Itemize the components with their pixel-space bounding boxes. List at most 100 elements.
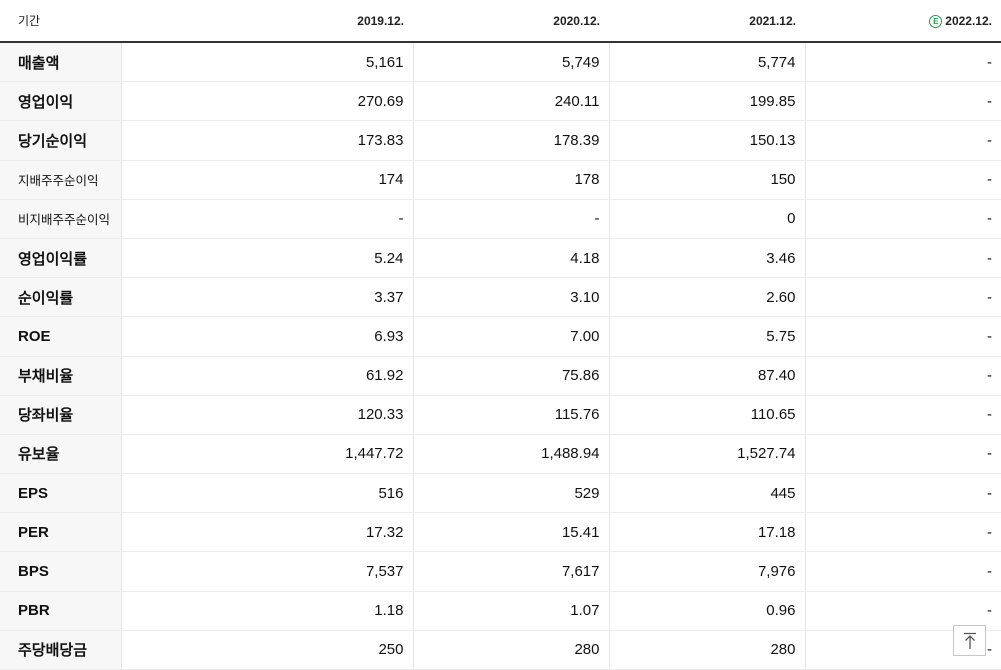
table-cell: - [804,160,1001,200]
table-cell: 75.86 [412,355,609,396]
table-cell: 0 [608,199,805,239]
table-cell: 110.65 [608,395,805,435]
table-cell: 3.10 [412,277,609,318]
table-cell: 4.18 [412,237,609,279]
table-cell: 280 [608,629,805,670]
table-cell: 3.37 [120,277,413,318]
table-cell: - [804,512,1001,553]
table-row-per: PER 17.32 15.41 17.18 - [0,512,1001,553]
row-label: 유보율 [0,434,121,475]
table-cell: 150 [608,160,805,200]
table-cell: 1.18 [120,591,413,631]
table-cell: - [804,395,1001,435]
table-cell: 445 [608,473,805,514]
table-cell: - [804,355,1001,396]
scroll-to-top-button[interactable] [953,625,986,656]
row-label: EPS [0,473,121,514]
table-cell: 1,488.94 [412,434,609,475]
table-cell: 1,527.74 [608,434,805,475]
table-row-pbr: PBR 1.18 1.07 0.96 - [0,591,1001,631]
table-cell: 240.11 [412,81,609,122]
table-row-revenue: 매출액 5,161 5,749 5,774 - [0,42,1001,83]
table-cell: 3.46 [608,237,805,279]
table-cell: - [804,434,1001,475]
table-cell: - [804,237,1001,279]
table-cell: 120.33 [120,395,413,435]
table-row-dividend-per-share: 주당배당금 250 280 280 - [0,629,1001,670]
table-cell: 2.60 [608,277,805,318]
table-cell: 1,447.72 [120,434,413,475]
table-cell: 5.75 [608,316,805,357]
column-header-2021: 2021.12. [609,0,805,43]
column-header-2022-label: 2022.12. [945,13,992,28]
table-row-quick-ratio: 당좌비율 120.33 115.76 110.65 - [0,395,1001,435]
column-header-2022-estimate: E 2022.12. [805,0,1001,43]
table-cell: 516 [120,473,413,514]
header-row: 기간 2019.12. 2020.12. 2021.12. E 2022.12. [0,0,1001,43]
table-cell: - [804,81,1001,122]
table-cell: 7,617 [412,551,609,592]
table-cell: 250 [120,629,413,670]
row-label: ROE [0,316,121,357]
table-cell: 7,976 [608,551,805,592]
table-cell: - [804,42,1001,83]
table-cell: 5,749 [412,42,609,83]
row-label: 주당배당금 [0,629,121,670]
table-row-reserve-ratio: 유보율 1,447.72 1,488.94 1,527.74 - [0,434,1001,475]
table-cell: - [804,316,1001,357]
table-row-controlling-net-income: 지배주주순이익 174 178 150 - [0,160,1001,200]
table-cell: 17.32 [120,512,413,553]
table-cell: - [804,120,1001,161]
table-cell: 529 [412,473,609,514]
table-cell: 174 [120,160,413,200]
table-cell: 178.39 [412,120,609,161]
table-cell: 5,774 [608,42,805,83]
table-cell: - [804,473,1001,514]
table-cell: 150.13 [608,120,805,161]
row-label: 당좌비율 [0,395,121,435]
table-cell: 5,161 [120,42,413,83]
row-label: BPS [0,551,121,592]
table-row-operating-income: 영업이익 270.69 240.11 199.85 - [0,81,1001,122]
table-cell: - [412,199,609,239]
table-row-roe: ROE 6.93 7.00 5.75 - [0,316,1001,357]
column-header-2019: 2019.12. [121,0,413,43]
table-cell: 1.07 [412,591,609,631]
table-row-net-margin: 순이익률 3.37 3.10 2.60 - [0,277,1001,318]
row-label: 매출액 [0,42,121,83]
table-row-eps: EPS 516 529 445 - [0,473,1001,514]
table-cell: 173.83 [120,120,413,161]
row-label: 부채비율 [0,355,121,396]
table-cell: - [120,199,413,239]
table-row-operating-margin: 영업이익률 5.24 4.18 3.46 - [0,237,1001,279]
table-cell: 280 [412,629,609,670]
table-cell: 17.18 [608,512,805,553]
table-cell: - [804,277,1001,318]
table-cell: 7,537 [120,551,413,592]
table-body: 매출액 5,161 5,749 5,774 - 영업이익 270.69 240.… [0,42,1001,670]
table-cell: 178 [412,160,609,200]
arrow-up-to-top-icon [963,632,976,649]
row-label: 영업이익률 [0,237,121,279]
column-header-2020: 2020.12. [413,0,609,43]
row-label: 비지배주주순이익 [0,199,121,239]
table-cell: 199.85 [608,81,805,122]
estimate-badge-icon: E [929,14,943,28]
row-label: PER [0,512,121,553]
table-cell: - [804,199,1001,239]
table-row-debt-ratio: 부채비율 61.92 75.86 87.40 - [0,355,1001,396]
table-cell: 7.00 [412,316,609,357]
period-header: 기간 [0,0,121,43]
row-label: 순이익률 [0,277,121,318]
table-cell: 15.41 [412,512,609,553]
table-cell: 270.69 [120,81,413,122]
table-cell: 61.92 [120,355,413,396]
table-cell: 0.96 [608,591,805,631]
table-row-noncontrolling-net-income: 비지배주주순이익 - - 0 - [0,199,1001,239]
table-cell: 6.93 [120,316,413,357]
row-label: PBR [0,591,121,631]
table-cell: 115.76 [412,395,609,435]
row-label: 당기순이익 [0,120,121,161]
table-cell: 87.40 [608,355,805,396]
